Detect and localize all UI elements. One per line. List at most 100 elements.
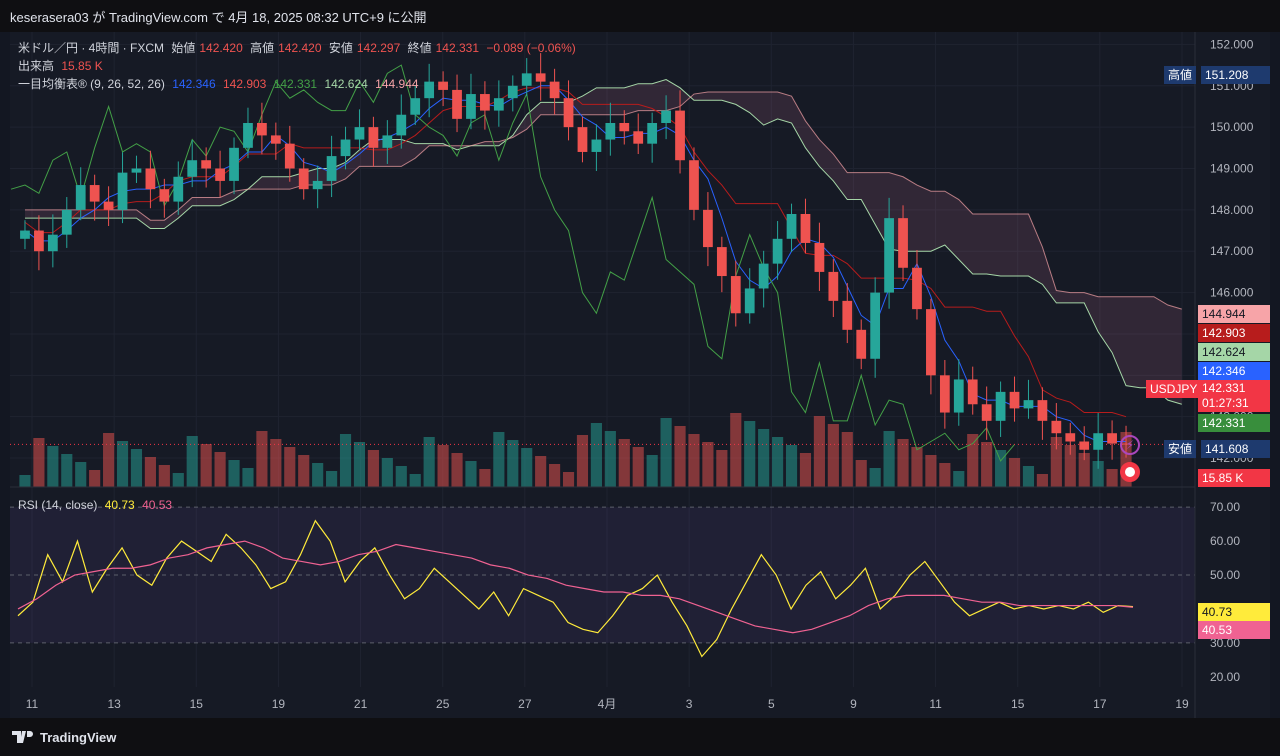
volume-bar (61, 454, 73, 487)
candle-body (452, 89, 462, 119)
ichimoku-legend: 一目均衡表® (9, 26, 52, 26) 142.346 142.903 1… (18, 75, 423, 92)
candle-body (716, 247, 727, 277)
candle-body (215, 168, 225, 181)
candle-body (953, 379, 964, 413)
volume-bar (1008, 458, 1021, 487)
volume-bars (19, 413, 1132, 487)
candle-body (689, 160, 699, 210)
volume-bar (75, 462, 87, 487)
volume-bar (716, 450, 728, 487)
candle-body (856, 329, 867, 359)
low-marker-value: 141.608 (1201, 440, 1270, 458)
candle-body (981, 404, 992, 421)
volume-bar (284, 447, 296, 487)
volume-bar (214, 452, 226, 487)
volume-bar (47, 446, 59, 487)
volume-bar (967, 434, 979, 487)
volume-bar (228, 460, 240, 487)
alert-icon[interactable]: ⚡ (1120, 435, 1140, 455)
price-tick: 149.000 (1210, 162, 1254, 176)
candle-body (703, 209, 713, 248)
candle-body (396, 114, 407, 136)
tenkan-value: 142.346 (172, 77, 216, 91)
candle-body (34, 230, 44, 252)
volume-bar (646, 455, 658, 487)
volume-bar (730, 413, 742, 487)
low-marker: 安値 (1164, 440, 1197, 458)
spanA-value: 142.624 (324, 77, 368, 91)
senkou-span-b (24, 91, 1182, 310)
volume-bar (688, 434, 700, 487)
candle-body (20, 230, 30, 239)
volume-bar (576, 435, 589, 487)
candle-body (507, 85, 518, 99)
bar-countdown: 01:27:31 (1202, 396, 1249, 410)
candle-body (75, 185, 86, 210)
record-icon[interactable] (1120, 462, 1140, 482)
candle-body (173, 176, 184, 202)
candle-body (117, 172, 128, 210)
volume-bar (339, 434, 352, 487)
high-value: 142.420 (278, 41, 322, 55)
rsi-tag: 40.73 (1198, 603, 1270, 621)
time-tick: 3 (686, 697, 693, 711)
footer: TradingView (0, 718, 1280, 756)
candle-body (145, 168, 156, 190)
candle-body (159, 189, 170, 202)
chart-canvas[interactable]: 152.000151.000150.000149.000148.000147.0… (10, 32, 1270, 718)
publish-header: keserasera03 が TradingView.com で 4月 18, … (0, 0, 1280, 32)
tenkan-sen (24, 85, 1127, 442)
volume-bar (785, 445, 798, 487)
volume-label: 出来高 (18, 59, 55, 73)
time-tick: 13 (107, 697, 121, 711)
tradingview-logo[interactable]: TradingView (12, 730, 116, 745)
volume-bar (939, 463, 951, 487)
volume-bar (116, 441, 129, 487)
volume-value: 15.85 K (61, 59, 103, 73)
candle-body (312, 180, 323, 190)
candle-body (744, 288, 755, 314)
candle-body (675, 110, 685, 161)
price-tick: 146.000 (1210, 286, 1254, 300)
volume-bar (772, 437, 784, 487)
chart-area[interactable]: 152.000 151.000 150.000 149.000 148.000 147.0… (10, 32, 1270, 718)
candle-body (772, 238, 783, 264)
time-tick: 25 (436, 697, 450, 711)
rsi-value: 40.73 (104, 498, 135, 512)
tradingview-icon (12, 731, 33, 743)
volume-bar (758, 429, 770, 487)
volume-bar (451, 453, 463, 487)
rsi-ma-value: 40.53 (142, 498, 173, 512)
volume-bar (507, 440, 519, 487)
kijun-value: 142.903 (222, 77, 267, 91)
kijun-sen (24, 87, 1127, 418)
time-tick: 11 (26, 697, 39, 711)
volume-bar (479, 469, 491, 487)
volume-bar (409, 474, 421, 487)
time-tick: 5 (768, 697, 775, 711)
candle-body (828, 271, 839, 301)
volume-bar (298, 455, 310, 487)
rsi-tick: 30.00 (1210, 636, 1240, 650)
volume-bar (130, 449, 143, 487)
volume-bar (869, 468, 881, 487)
chikou-value: 142.331 (273, 77, 318, 91)
volume-bar (549, 464, 561, 487)
spanB-tag: 144.944 (1198, 305, 1270, 323)
candle-body (800, 214, 811, 243)
rsi-tick: 60.00 (1210, 534, 1240, 548)
high-marker-value: 151.208 (1201, 66, 1270, 84)
candle-body (1051, 420, 1062, 434)
rsi-tick: 70.00 (1210, 500, 1240, 514)
candle-body (563, 98, 574, 128)
symbol-line: 米ドル／円 · 4時間 · FXCM (18, 41, 164, 55)
volume-bar (744, 421, 756, 487)
candle-body (480, 94, 490, 111)
brand-label: TradingView (40, 729, 117, 745)
time-tick: 17 (1093, 697, 1107, 711)
close-value: 142.331 (435, 41, 479, 55)
volume-bar (521, 448, 533, 487)
candle-body (466, 94, 476, 119)
candle-body (633, 131, 644, 144)
change-value: −0.089 (−0.06%) (486, 41, 576, 55)
